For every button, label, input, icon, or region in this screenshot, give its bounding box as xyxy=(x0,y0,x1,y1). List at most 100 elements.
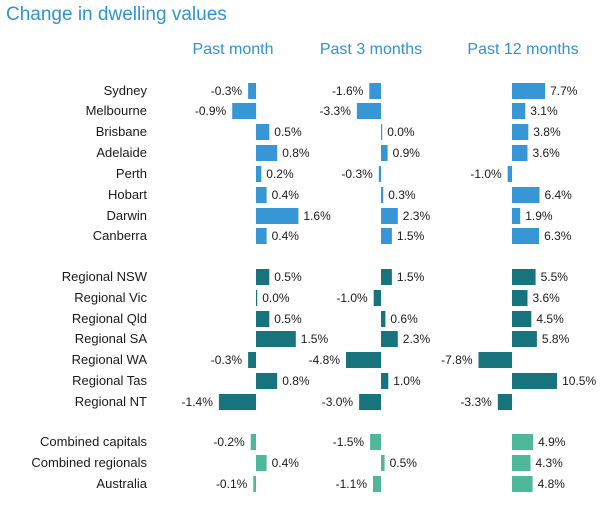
bar-past-3-months-regional-nsw xyxy=(381,269,392,285)
chart-title: Change in dwelling values xyxy=(6,4,227,25)
bar-past-month-darwin xyxy=(256,208,299,224)
value-label-past-month-darwin: 1.6% xyxy=(303,209,331,223)
bar-past-3-months-combined-regionals xyxy=(381,455,385,471)
bar-past-3-months-darwin xyxy=(381,208,398,224)
category-label-regional-tas: Regional Tas xyxy=(72,373,147,388)
value-label-past-3-months-canberra: 1.5% xyxy=(397,229,425,243)
category-label-regional-sa: Regional SA xyxy=(75,331,148,346)
value-label-past-12-months-brisbane: 3.8% xyxy=(533,125,561,139)
category-label-combined-capitals: Combined capitals xyxy=(40,434,147,449)
bar-past-12-months-darwin xyxy=(512,208,521,224)
value-label-past-12-months-regional-nsw: 5.5% xyxy=(541,270,569,284)
value-label-past-12-months-canberra: 6.3% xyxy=(544,229,572,243)
bar-past-3-months-canberra xyxy=(381,228,392,244)
bar-past-12-months-combined-capitals xyxy=(512,434,534,450)
value-label-past-month-regional-tas: 0.8% xyxy=(282,374,310,388)
bar-past-12-months-brisbane xyxy=(512,124,529,140)
category-label-regional-wa: Regional WA xyxy=(72,352,148,367)
bar-past-month-sydney xyxy=(248,83,256,99)
value-label-past-12-months-combined-regionals: 4.3% xyxy=(536,456,564,470)
value-label-past-3-months-adelaide: 0.9% xyxy=(393,146,421,160)
bar-past-12-months-regional-nt xyxy=(497,394,512,410)
series-header-past-3-months: Past 3 months xyxy=(320,41,422,58)
category-label-hobart: Hobart xyxy=(108,187,147,202)
bar-past-3-months-brisbane xyxy=(381,124,383,140)
category-label-regional-nt: Regional NT xyxy=(75,394,147,409)
value-label-past-3-months-brisbane: 0.0% xyxy=(387,125,415,139)
category-label-canberra: Canberra xyxy=(93,228,148,243)
value-label-past-month-regional-nt: -1.4% xyxy=(182,395,214,409)
bar-past-3-months-regional-qld xyxy=(381,311,386,327)
value-label-past-month-regional-nsw: 0.5% xyxy=(274,270,302,284)
bar-past-month-regional-tas xyxy=(256,373,278,389)
bar-past-3-months-regional-vic xyxy=(373,290,381,306)
value-label-past-3-months-regional-sa: 2.3% xyxy=(403,332,431,346)
bar-past-month-regional-nsw xyxy=(256,269,270,285)
value-label-past-3-months-sydney: -1.6% xyxy=(332,84,364,98)
value-label-past-3-months-australia: -1.1% xyxy=(336,477,368,491)
value-label-past-12-months-darwin: 1.9% xyxy=(525,209,553,223)
series-header-past-12-months: Past 12 months xyxy=(467,41,578,58)
category-label-combined-regionals: Combined regionals xyxy=(31,455,147,470)
value-label-past-12-months-regional-qld: 4.5% xyxy=(536,312,564,326)
category-label-darwin: Darwin xyxy=(107,208,147,223)
category-label-regional-vic: Regional Vic xyxy=(74,290,147,305)
value-label-past-month-regional-qld: 0.5% xyxy=(274,312,302,326)
value-label-past-3-months-regional-vic: -1.0% xyxy=(336,291,368,305)
value-label-past-month-sydney: -0.3% xyxy=(211,84,243,98)
value-label-past-month-hobart: 0.4% xyxy=(272,188,300,202)
value-label-past-3-months-regional-nsw: 1.5% xyxy=(397,270,425,284)
value-label-past-month-brisbane: 0.5% xyxy=(274,125,302,139)
bar-past-12-months-perth xyxy=(507,166,512,182)
category-label-australia: Australia xyxy=(96,476,147,491)
bar-past-month-brisbane xyxy=(256,124,270,140)
value-label-past-12-months-regional-sa: 5.8% xyxy=(542,332,570,346)
bar-past-3-months-regional-tas xyxy=(381,373,389,389)
value-label-past-month-regional-vic: 0.0% xyxy=(262,291,290,305)
category-label-regional-qld: Regional Qld xyxy=(72,311,147,326)
bar-past-month-hobart xyxy=(256,187,267,203)
bar-past-month-regional-wa xyxy=(248,352,256,368)
bar-past-3-months-combined-capitals xyxy=(370,434,381,450)
series-header-past-month: Past month xyxy=(193,41,274,58)
value-label-past-month-regional-wa: -0.3% xyxy=(211,353,243,367)
value-label-past-3-months-regional-tas: 1.0% xyxy=(393,374,421,388)
value-label-past-3-months-regional-qld: 0.6% xyxy=(390,312,418,326)
value-label-past-12-months-regional-vic: 3.6% xyxy=(533,291,561,305)
bar-past-month-canberra xyxy=(256,228,267,244)
value-label-past-12-months-regional-wa: -7.8% xyxy=(441,353,473,367)
value-label-past-3-months-hobart: 0.3% xyxy=(388,188,416,202)
bar-past-12-months-regional-wa xyxy=(478,352,512,368)
value-label-past-month-melbourne: -0.9% xyxy=(195,104,227,118)
bar-past-month-melbourne xyxy=(232,103,257,119)
bar-past-12-months-sydney xyxy=(512,83,546,99)
value-label-past-month-regional-sa: 1.5% xyxy=(301,332,329,346)
bar-past-month-combined-regionals xyxy=(256,455,267,471)
value-label-past-12-months-melbourne: 3.1% xyxy=(530,104,558,118)
bar-past-month-adelaide xyxy=(256,145,278,161)
bar-past-month-australia xyxy=(253,476,256,492)
bar-past-3-months-regional-nt xyxy=(359,394,381,410)
bar-past-month-regional-nt xyxy=(218,394,256,410)
value-label-past-month-combined-capitals: -0.2% xyxy=(213,435,245,449)
category-label-sydney: Sydney xyxy=(104,83,148,98)
category-label-brisbane: Brisbane xyxy=(96,124,147,139)
bar-past-3-months-perth xyxy=(378,166,381,182)
value-label-past-month-combined-regionals: 0.4% xyxy=(272,456,300,470)
bar-past-12-months-canberra xyxy=(512,228,540,244)
bar-past-3-months-regional-sa xyxy=(381,331,398,347)
bar-past-3-months-hobart xyxy=(381,187,384,203)
bar-past-3-months-sydney xyxy=(369,83,381,99)
value-label-past-month-australia: -0.1% xyxy=(216,477,248,491)
value-label-past-month-canberra: 0.4% xyxy=(272,229,300,243)
value-label-past-3-months-perth: -0.3% xyxy=(341,167,373,181)
bar-past-12-months-regional-qld xyxy=(512,311,532,327)
category-label-adelaide: Adelaide xyxy=(96,145,147,160)
category-label-melbourne: Melbourne xyxy=(86,103,147,118)
bar-past-month-perth xyxy=(256,166,262,182)
value-label-past-12-months-regional-tas: 10.5% xyxy=(562,374,596,388)
value-label-past-12-months-combined-capitals: 4.9% xyxy=(538,435,566,449)
bar-past-12-months-regional-vic xyxy=(512,290,528,306)
bar-past-12-months-melbourne xyxy=(512,103,526,119)
